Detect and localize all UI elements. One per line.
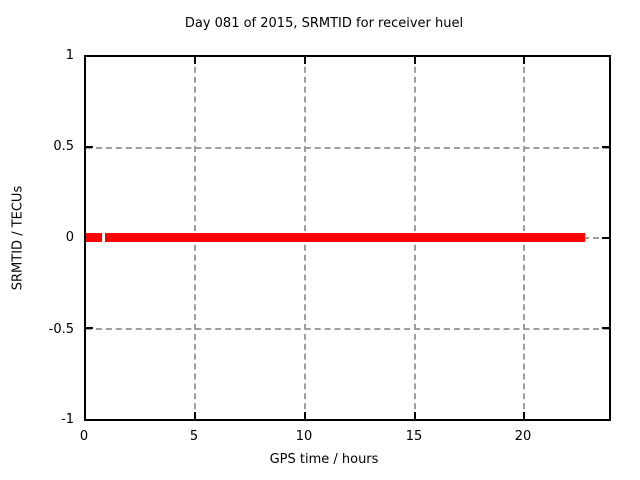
y-tick-label-0p5: 0.5: [53, 139, 74, 154]
tick-x-top-5: [194, 57, 196, 64]
x-tick-label-0: 0: [79, 429, 89, 444]
tick-y-right-m0p5: [602, 327, 609, 329]
x-axis-label: GPS time / hours: [269, 452, 379, 467]
tick-y-left-m0p5: [86, 327, 93, 329]
tick-x-top-20: [523, 57, 525, 64]
tick-x-bottom-10: [304, 412, 306, 419]
x-tick-label-10: 10: [295, 429, 313, 444]
x-tick-label-15: 15: [405, 429, 423, 444]
x-tick-label-5: 5: [189, 429, 199, 444]
series-srmtid-segment-2: [105, 233, 585, 242]
tick-x-bottom-20: [523, 412, 525, 419]
y-tick-label-m0p5: -0.5: [48, 322, 74, 337]
tick-x-bottom-15: [414, 412, 416, 419]
gridline-y-m0p5: [86, 328, 609, 330]
tick-x-bottom-5: [194, 412, 196, 419]
y-tick-label-1: 1: [65, 48, 74, 63]
gridline-y-0p5: [86, 147, 609, 149]
y-tick-label-0: 0: [65, 230, 74, 245]
tick-x-top-15: [414, 57, 416, 64]
tick-y-right-0: [602, 237, 609, 239]
series-srmtid-segment-1: [86, 233, 102, 242]
y-tick-label-m1: -1: [61, 412, 74, 427]
tick-y-left-0p5: [86, 146, 93, 148]
x-tick-label-20: 20: [514, 429, 532, 444]
tick-x-top-10: [304, 57, 306, 64]
plot-area: [84, 55, 611, 421]
tick-y-right-0p5: [602, 146, 609, 148]
chart-title: Day 081 of 2015, SRMTID for receiver hue…: [184, 16, 464, 31]
